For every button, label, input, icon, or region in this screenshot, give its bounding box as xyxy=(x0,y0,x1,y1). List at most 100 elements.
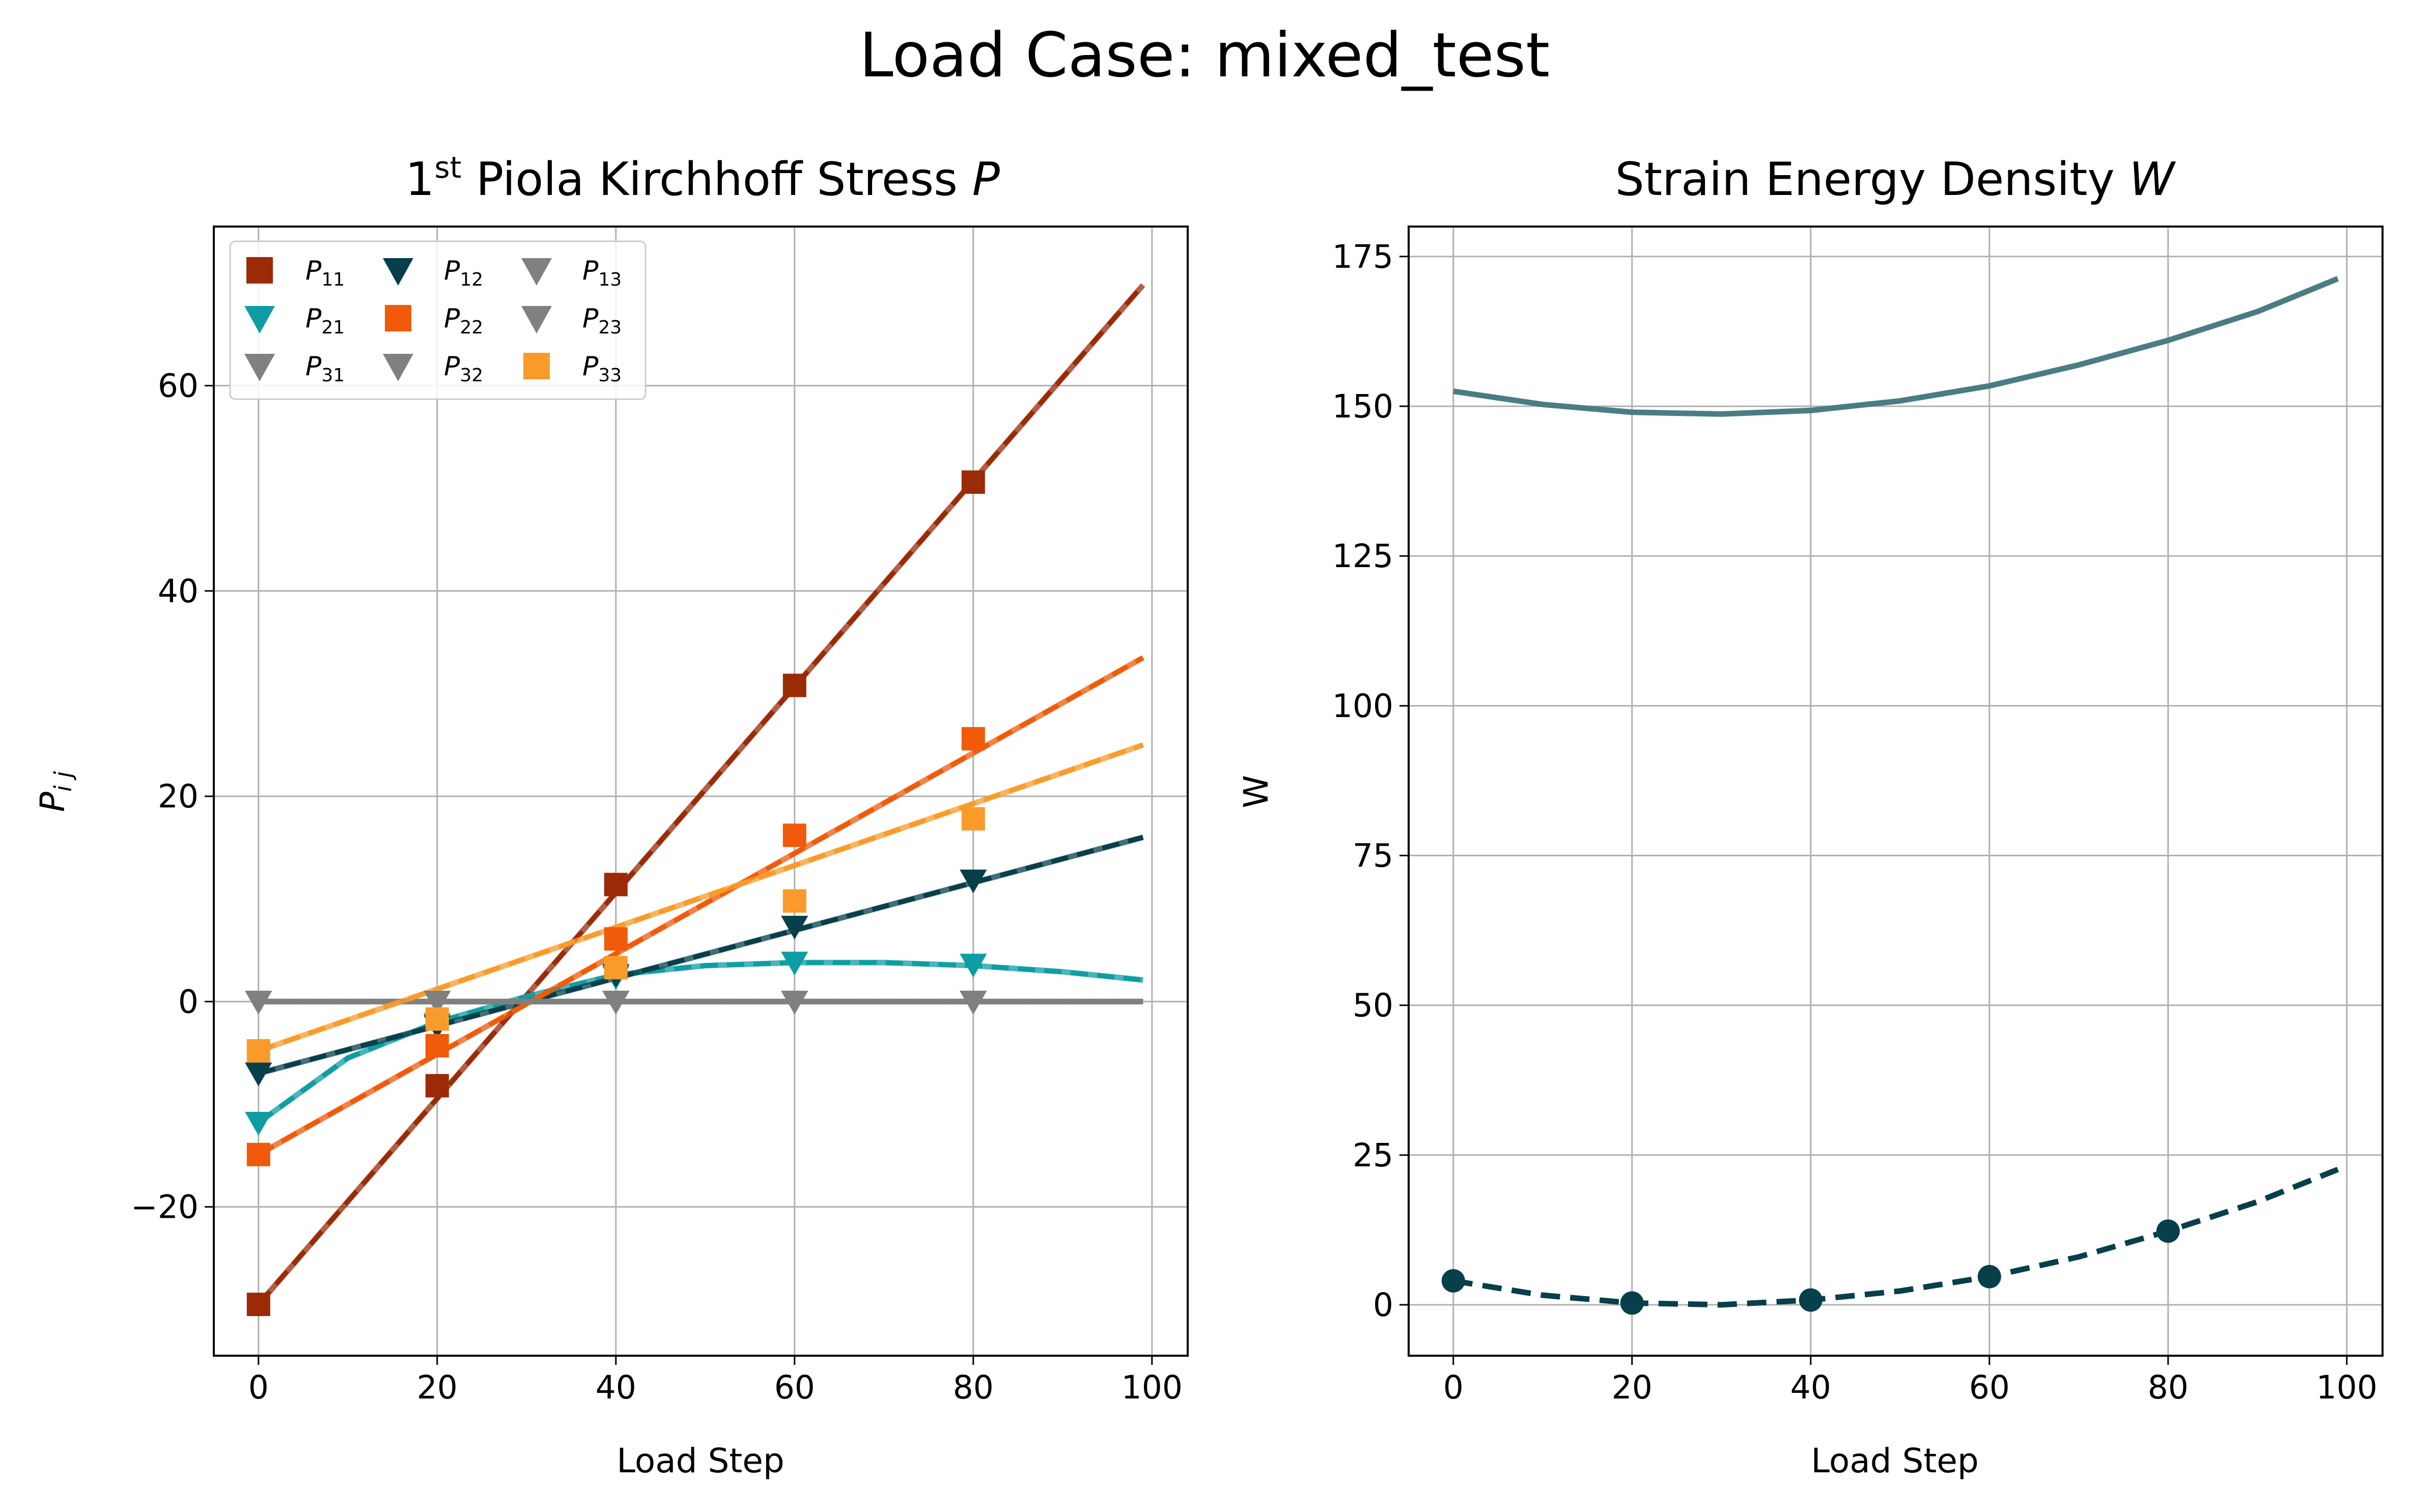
energy-x-tick-label: 40 xyxy=(1790,1369,1831,1406)
energy-line-solid xyxy=(1452,276,2339,417)
marker-P21 xyxy=(781,951,808,976)
marker-P11 xyxy=(961,470,985,494)
energy-marker xyxy=(1620,1291,1644,1315)
marker-P12 xyxy=(960,870,987,893)
stress-y-tick-label: 60 xyxy=(158,368,199,405)
stress-ticks: 0 20 40 60 80 100 −20 0 20 40 60 xyxy=(131,368,1183,1406)
series-dashed-P33 xyxy=(258,743,1144,1053)
marker-P12 xyxy=(781,915,808,940)
marker-P23 xyxy=(424,991,451,1015)
marker-P23 xyxy=(781,991,808,1015)
stress-title-superscript: st xyxy=(434,150,461,185)
stress-y-tick-label: 0 xyxy=(178,983,199,1020)
marker-P33 xyxy=(246,1039,270,1063)
stress-x-tick-label: 40 xyxy=(596,1369,636,1406)
stress-x-tick-label: 0 xyxy=(248,1369,269,1406)
series-dashed-P22 xyxy=(257,655,1144,1157)
marker-P22 xyxy=(782,823,806,847)
energy-line-dashed xyxy=(1452,1166,2339,1308)
legend-swatch-P13 xyxy=(521,258,552,286)
energy-y-tick-label: 0 xyxy=(1373,1286,1393,1324)
energy-y-tick-label: 75 xyxy=(1353,837,1393,874)
energy-marker xyxy=(1441,1269,1465,1293)
marker-P23 xyxy=(245,991,272,1015)
energy-panel-title: Strain Energy Density W xyxy=(1615,153,2176,206)
marker-P33 xyxy=(604,956,628,979)
series-dashed-P12 xyxy=(258,835,1144,1076)
marker-P21 xyxy=(245,1111,272,1136)
legend-label-P13: P13 xyxy=(582,256,622,290)
legend-label-P21: P21 xyxy=(305,303,345,338)
energy-x-tick-label: 80 xyxy=(2148,1369,2189,1406)
energy-x-axis-label: Load Step xyxy=(1811,1441,1979,1480)
marker-P22 xyxy=(425,1034,449,1058)
legend-swatch-P33 xyxy=(523,353,550,379)
legend-swatch-P12 xyxy=(383,258,413,286)
legend-label-P33: P33 xyxy=(582,351,622,386)
stress-title-symbol: P xyxy=(972,153,1000,206)
stress-y-tick-label: −20 xyxy=(131,1189,199,1226)
stress-y-axis-label: Pi j xyxy=(33,771,77,812)
marker-P11 xyxy=(604,873,628,897)
stress-series-lines xyxy=(256,283,1145,1306)
energy-marker xyxy=(1977,1265,2001,1289)
marker-P11 xyxy=(425,1074,449,1098)
marker-P22 xyxy=(246,1142,270,1166)
legend-swatch-P23 xyxy=(521,306,552,333)
marker-P22 xyxy=(604,927,628,951)
marker-P12 xyxy=(245,1062,272,1086)
energy-x-tick-label: 20 xyxy=(1612,1369,1652,1406)
marker-P23 xyxy=(960,991,987,1015)
legend-label-P11: P11 xyxy=(305,256,345,290)
stress-legend: P11 P21 P31 P12 P22 P32 P13 P23 P33 xyxy=(229,240,647,400)
energy-x-tick-label: 0 xyxy=(1443,1369,1464,1406)
legend-label-P32: P32 xyxy=(444,351,483,386)
energy-y-tick-label: 175 xyxy=(1332,238,1393,275)
marker-P21 xyxy=(960,954,987,978)
legend-label-P23: P23 xyxy=(582,303,622,338)
stress-title-prefix: 1 xyxy=(405,153,434,206)
legend-label-P22: P22 xyxy=(444,303,483,338)
energy-marker xyxy=(2156,1219,2180,1243)
energy-x-tick-label: 60 xyxy=(1969,1369,2010,1406)
legend-swatch-P11 xyxy=(246,257,273,284)
stress-x-tick-label: 100 xyxy=(1122,1369,1183,1406)
stress-y-label-main: P xyxy=(33,792,72,812)
stress-x-tick-label: 80 xyxy=(953,1369,994,1406)
energy-title-text: Strain Energy Density xyxy=(1615,153,2130,206)
stress-panel-title: 1st Piola Kirchhoff Stress P xyxy=(405,150,1000,206)
energy-ticks: 0 20 40 60 80 100 0 25 50 75 100 125 150 175 xyxy=(1332,238,2377,1406)
marker-P23 xyxy=(602,991,630,1015)
stress-x-tick-label: 20 xyxy=(417,1369,458,1406)
figure-title: Load Case: mixed_test xyxy=(859,20,1550,91)
legend-swatch-P32 xyxy=(383,354,413,381)
energy-y-tick-label: 50 xyxy=(1353,987,1393,1024)
energy-x-tick-label: 100 xyxy=(2316,1369,2377,1406)
marker-P11 xyxy=(246,1293,270,1317)
energy-series-markers xyxy=(1441,1219,2180,1315)
energy-y-tick-label: 125 xyxy=(1332,538,1393,575)
legend-swatch-P22 xyxy=(385,305,411,331)
marker-P11 xyxy=(782,674,806,697)
energy-plot-frame xyxy=(1408,226,2384,1357)
stress-series-markers xyxy=(245,470,987,1317)
energy-panel: Strain Energy Density W 0 20 40 60 80 100 0 25 5… xyxy=(1237,153,2384,1480)
legend-label-P12: P12 xyxy=(444,256,483,290)
stress-panel: 1st Piola Kirchhoff Stress P 0 20 40 60 80 10… xyxy=(33,150,1189,1480)
energy-y-tick-label: 25 xyxy=(1353,1137,1393,1174)
energy-marker xyxy=(1799,1288,1823,1312)
legend-swatch-P21 xyxy=(244,306,275,333)
series-line-P21 xyxy=(257,960,1143,1125)
legend-swatch-P31 xyxy=(244,354,275,381)
energy-title-symbol: W xyxy=(2129,153,2176,206)
marker-P33 xyxy=(961,807,985,831)
stress-x-axis-label: Load Step xyxy=(617,1441,785,1480)
marker-P33 xyxy=(782,889,806,913)
stress-y-tick-label: 20 xyxy=(158,778,199,815)
energy-series-lines xyxy=(1452,276,2339,1308)
energy-y-tick-label: 150 xyxy=(1332,388,1393,425)
stress-title-text: Piola Kirchhoff Stress xyxy=(461,153,972,206)
series-dashed-P11 xyxy=(257,283,1145,1306)
legend-label-P31: P31 xyxy=(305,351,345,386)
